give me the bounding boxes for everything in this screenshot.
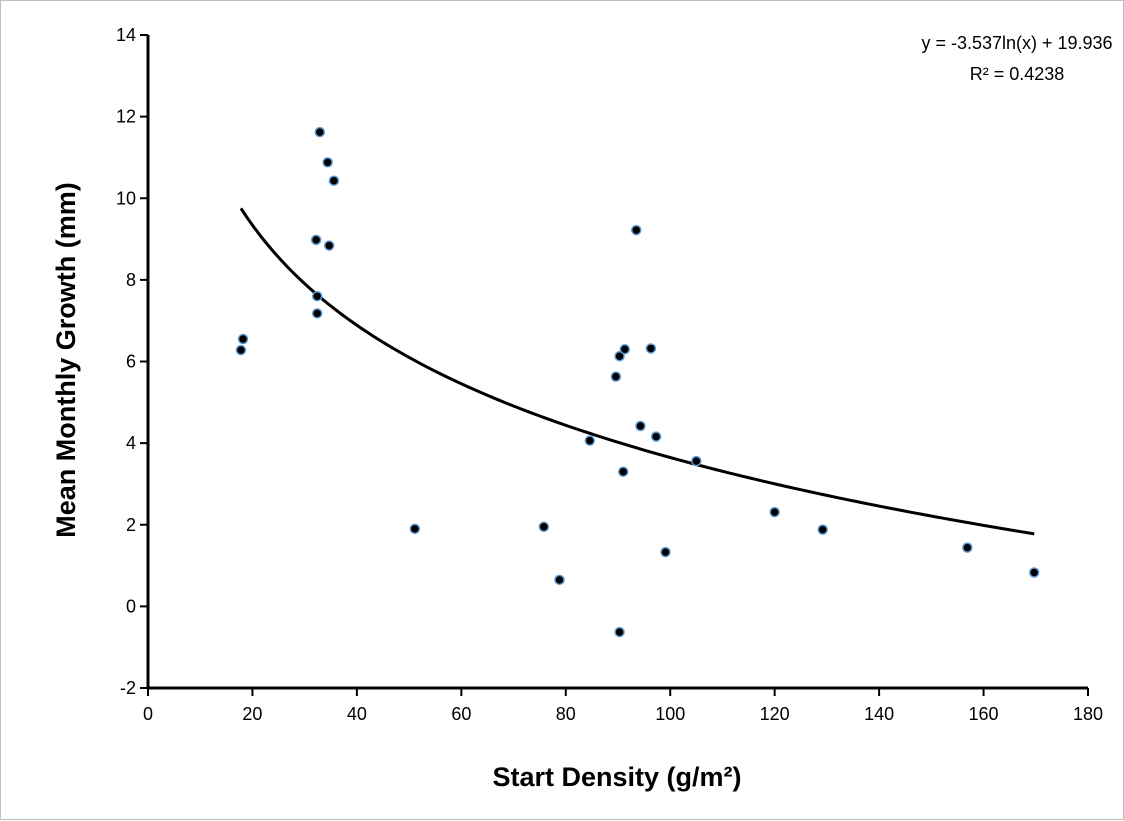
y-tick-label: 4 (126, 433, 136, 453)
data-point (1028, 567, 1040, 578)
x-tick-label: 60 (451, 704, 471, 724)
y-ticks: -2 0 2 4 6 8 10 12 14 (116, 25, 148, 698)
data-point (660, 546, 671, 558)
trendline-equation: y = -3.537ln(x) + 19.936 (921, 33, 1112, 53)
data-point (328, 175, 340, 186)
x-axis-title: Start Density (g/m²) (492, 762, 741, 792)
data-point (323, 240, 335, 251)
data-point (322, 157, 333, 168)
trendline (239, 207, 1035, 536)
data-point (310, 234, 322, 246)
data-point (617, 466, 629, 477)
y-tick-label: 0 (126, 596, 136, 616)
data-point (614, 626, 625, 638)
data-point (610, 371, 622, 382)
x-tick-label: 140 (864, 704, 894, 724)
data-point (769, 506, 780, 518)
x-tick-label: 80 (556, 704, 576, 724)
x-tick-label: 160 (969, 704, 999, 724)
y-tick-label: 8 (126, 270, 136, 290)
x-tick-label: 120 (760, 704, 790, 724)
trendline-r-squared: R² = 0.4238 (970, 64, 1065, 84)
x-tick-label: 0 (143, 704, 153, 724)
data-point (235, 344, 247, 356)
data-point (645, 343, 657, 354)
axes (146, 35, 1088, 690)
data-point (650, 431, 662, 442)
data-point (614, 350, 625, 362)
x-tick-label: 40 (347, 704, 367, 724)
x-tick-label: 180 (1073, 704, 1103, 724)
data-point (311, 290, 323, 302)
data-point (409, 523, 421, 535)
y-tick-label: -2 (120, 678, 136, 698)
data-point (311, 308, 323, 319)
data-point (584, 435, 596, 446)
data-point (962, 542, 973, 553)
x-tick-label: 100 (655, 704, 685, 724)
data-point (635, 420, 646, 432)
y-tick-label: 10 (116, 188, 136, 208)
x-ticks: 0 20 40 60 80 100 120 140 160 180 (143, 688, 1103, 724)
y-tick-label: 2 (126, 515, 136, 535)
data-point (631, 224, 642, 236)
data-point (554, 574, 565, 586)
y-tick-label: 14 (116, 25, 136, 45)
data-point (237, 333, 249, 345)
data-points (235, 126, 1040, 638)
data-point (691, 455, 702, 467)
y-tick-label: 12 (116, 107, 136, 127)
data-point (619, 344, 631, 355)
x-tick-label: 20 (242, 704, 262, 724)
data-point (314, 126, 326, 138)
y-axis-title: Mean Monthly Growth (mm) (51, 182, 81, 537)
y-tick-label: 6 (126, 352, 136, 372)
data-point (538, 521, 550, 533)
data-point (817, 524, 828, 535)
